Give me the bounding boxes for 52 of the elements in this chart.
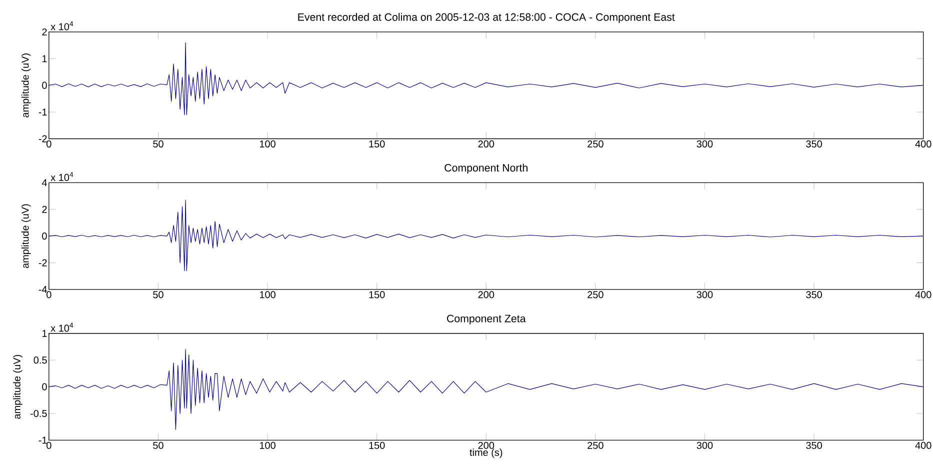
y-tick-label: -0.5 bbox=[30, 410, 47, 417]
line-series bbox=[48, 42, 924, 115]
x-tick-label: 350 bbox=[806, 442, 822, 449]
x-tick-label: 200 bbox=[478, 140, 494, 148]
y-tick-label: 0 bbox=[42, 232, 47, 240]
x-tick-label: 50 bbox=[153, 442, 164, 449]
x-tick-label: 300 bbox=[696, 442, 713, 449]
y-tick-label: -2 bbox=[38, 135, 47, 142]
x-tick-label: 250 bbox=[588, 442, 604, 449]
chart-title: Component North bbox=[444, 164, 528, 174]
y-tick-label: 0 bbox=[42, 82, 47, 89]
x-tick-label: 50 bbox=[153, 291, 164, 298]
y-tick-label: -1 bbox=[38, 436, 47, 444]
x-tick-label: 250 bbox=[588, 140, 604, 148]
y-tick-label: 0 bbox=[42, 383, 47, 390]
chart-title: Component Zeta bbox=[447, 314, 526, 324]
y-tick-label: 2 bbox=[42, 28, 47, 36]
x-tick-label: 100 bbox=[260, 140, 276, 148]
line-series bbox=[48, 200, 924, 272]
y-tick-label: -1 bbox=[38, 108, 47, 116]
line-series bbox=[48, 349, 924, 430]
x-axis-title: time (s) bbox=[470, 448, 502, 458]
x-tick-label: 200 bbox=[478, 291, 494, 298]
text: x 10$^{4}$ bbox=[50, 322, 74, 332]
y-tick-label: -4 bbox=[38, 286, 47, 293]
y-tick-label: 1 bbox=[42, 55, 47, 62]
y-tick-label: 4 bbox=[42, 179, 47, 186]
x-tick-label: 100 bbox=[260, 291, 276, 298]
x-tick-label: 350 bbox=[806, 291, 822, 298]
x-tick-label: 300 bbox=[696, 291, 713, 298]
text: x 10$^{4}$ bbox=[50, 21, 74, 30]
x-tick-label: 150 bbox=[369, 291, 385, 298]
x-tick-label: 400 bbox=[915, 140, 932, 148]
x-tick-label: 150 bbox=[369, 140, 385, 148]
x-tick-label: 300 bbox=[696, 140, 713, 148]
text: x 10$^{4}$ bbox=[50, 172, 74, 181]
x-tick-label: 400 bbox=[915, 291, 932, 298]
y-tick-label: -2 bbox=[38, 259, 47, 266]
x-tick-label: 100 bbox=[260, 442, 276, 449]
y-tick-label: 2 bbox=[42, 206, 47, 213]
x-tick-label: 150 bbox=[369, 442, 385, 449]
y-tick-label: 0.5 bbox=[34, 356, 47, 364]
x-tick-label: 400 bbox=[915, 442, 932, 449]
x-tick-label: 350 bbox=[806, 140, 822, 148]
x-tick-label: 250 bbox=[588, 291, 604, 298]
y-axis-title: amplitude (uV) bbox=[21, 53, 31, 118]
x-tick-label: 200 bbox=[478, 442, 494, 449]
y-tick-label: 1 bbox=[42, 330, 47, 337]
y-axis-title: amplitude (uV) bbox=[21, 204, 31, 268]
chart-title: Event recorded at Colima on 2005-12-03 at 12:58:00 - COCA - Component East bbox=[298, 12, 675, 23]
x-tick-label: 50 bbox=[153, 140, 164, 148]
y-axis-title: amplitude (uV) bbox=[13, 354, 22, 419]
